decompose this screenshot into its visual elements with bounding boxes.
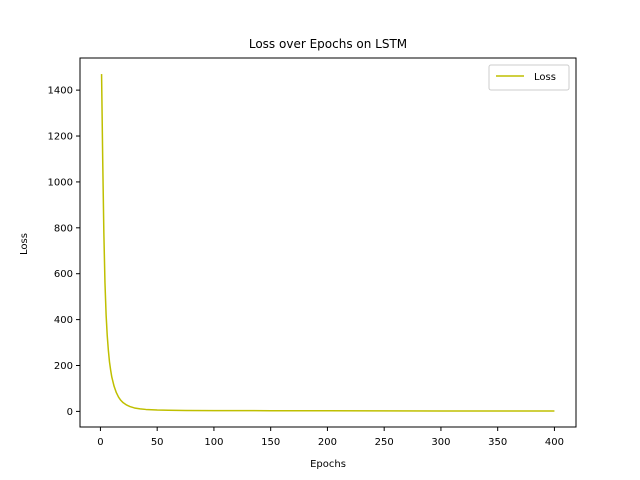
legend-box [488,64,570,91]
y-tick-label: 600 [54,269,73,280]
x-tick-label: 400 [545,437,564,448]
x-tick-label: 200 [318,437,337,448]
x-axis-label: Epochs [310,459,346,470]
y-tick-label: 800 [54,223,73,234]
x-tick-label: 300 [431,437,450,448]
x-tick-label: 150 [261,437,280,448]
y-tick-label: 1400 [48,86,73,97]
legend-label-loss: Loss [534,72,556,83]
x-tick-label: 250 [375,437,394,448]
x-tick-label: 350 [488,437,507,448]
x-tick-label: 50 [151,437,164,448]
y-tick-label: 200 [54,361,73,372]
plot-area-frame [79,57,577,428]
y-tick-label: 1000 [48,177,73,188]
x-tick-label: 0 [97,437,103,448]
x-tick-label: 100 [204,437,223,448]
y-tick-label: 0 [67,407,73,418]
y-tick-label: 1200 [48,132,73,143]
legend: Loss [488,64,570,91]
chart-title: Loss over Epochs on LSTM [249,37,407,51]
tick-layer: 0 50 100 150 200 250 300 350 400 0 200 400 600 800 100… [48,86,564,448]
series-line-0 [100,74,555,412]
y-axis-label: Loss [19,233,30,255]
y-tick-label: 400 [54,315,73,326]
series-layer [100,74,555,412]
